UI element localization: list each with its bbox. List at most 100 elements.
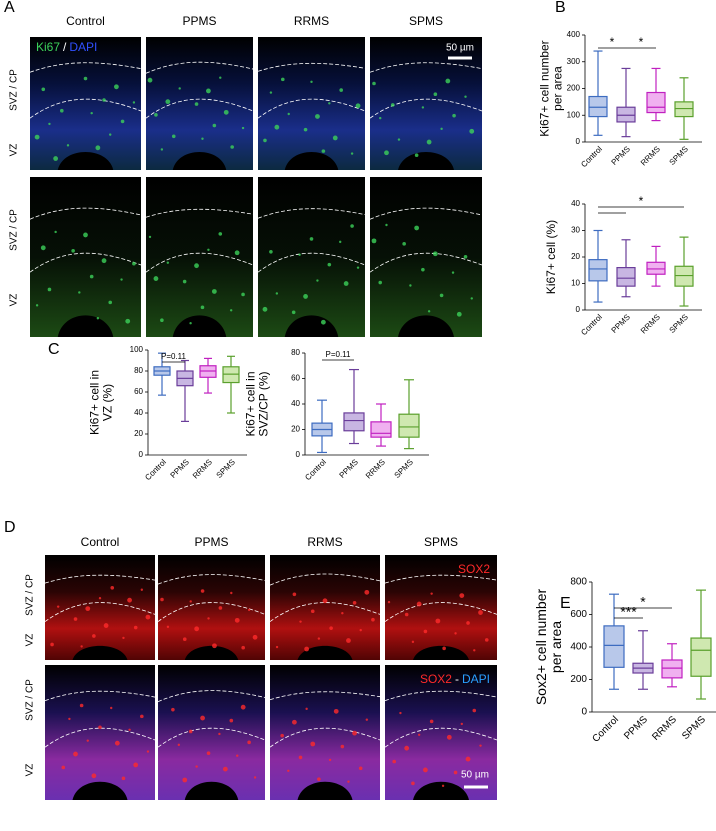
y-tick-label: 20: [134, 429, 143, 438]
cell: [409, 284, 412, 287]
cell: [41, 87, 46, 92]
cell: [73, 617, 78, 621]
cell: [240, 704, 246, 710]
row-label: SVZ / CP: [9, 209, 20, 251]
cell: [108, 300, 113, 305]
micrograph: [146, 37, 253, 170]
cell: [347, 780, 350, 783]
cell: [402, 242, 406, 246]
cell: [189, 600, 192, 603]
y-tick-label: 0: [139, 450, 144, 459]
cell: [350, 224, 354, 228]
boundary: [145, 61, 254, 74]
cell: [110, 586, 115, 590]
significance-label: *: [639, 194, 644, 208]
y-tick-label: 60: [134, 387, 143, 396]
cell: [206, 88, 211, 94]
row-label: VZ: [25, 764, 36, 777]
cell: [414, 153, 419, 158]
cell: [298, 755, 303, 760]
x-tick-label: SPMS: [668, 313, 690, 335]
cell: [109, 133, 112, 136]
stain-part: SOX2: [420, 672, 452, 686]
stain-label: SOX2: [458, 562, 490, 576]
micrograph: [45, 665, 155, 800]
x-tick-label: Control: [579, 312, 604, 337]
x-tick-label: Control: [579, 144, 604, 169]
boundary: [44, 602, 156, 622]
cell: [177, 743, 181, 747]
stain-part: /: [63, 40, 67, 54]
row-label: VZ: [9, 144, 20, 157]
box: [616, 267, 636, 287]
scale-bar-label: 50 µm: [446, 43, 474, 54]
ventricle: [413, 645, 469, 660]
cell: [416, 601, 422, 607]
cell: [459, 593, 465, 599]
cell: [91, 773, 97, 779]
y-tick-label: 30: [571, 226, 580, 235]
box: [646, 261, 666, 275]
cell: [343, 281, 349, 286]
ventricle: [184, 645, 239, 660]
boundary: [369, 62, 483, 73]
cell: [132, 261, 136, 266]
x-tick-label: RRMS: [639, 313, 662, 336]
y-tick-label: 80: [134, 366, 143, 375]
cell: [371, 238, 377, 244]
cell: [194, 102, 199, 106]
cell: [465, 756, 471, 762]
cell: [287, 769, 290, 772]
cell: [404, 745, 410, 751]
cell: [432, 251, 438, 257]
cell: [147, 77, 153, 83]
cell: [451, 271, 455, 274]
y-axis-label: per area: [551, 66, 565, 111]
cell: [304, 646, 310, 652]
micrograph: [270, 665, 380, 800]
cell: [80, 645, 83, 648]
cell: [89, 274, 94, 279]
boundary: [29, 207, 142, 220]
cell: [66, 144, 70, 147]
y-tick-label: 60: [291, 374, 300, 383]
y-tick-label: 400: [567, 30, 581, 39]
boundary: [157, 574, 266, 585]
cell: [310, 609, 315, 614]
y-tick-label: 40: [571, 199, 580, 208]
cell: [182, 637, 187, 642]
cell: [320, 319, 326, 325]
boundary: [157, 690, 266, 703]
x-tick-label: Control: [143, 457, 168, 482]
cell: [445, 78, 451, 84]
ventricle: [297, 781, 353, 800]
cell: [86, 739, 89, 742]
cell: [426, 139, 432, 145]
cell: [127, 597, 132, 603]
cell: [473, 649, 476, 652]
cell: [329, 626, 333, 630]
cell: [365, 718, 369, 721]
y-axis-label: Ki67+ cell in: [244, 371, 258, 436]
y-tick-label: 0: [576, 137, 581, 146]
cell: [145, 614, 151, 620]
cell: [212, 643, 217, 649]
y-tick-label: 0: [296, 450, 301, 459]
cell: [229, 718, 234, 723]
cell: [146, 750, 150, 753]
cell: [252, 634, 258, 640]
cell: [269, 249, 273, 254]
cell: [140, 588, 144, 591]
boundary: [157, 602, 266, 622]
y-tick-label: 400: [570, 642, 587, 653]
ventricle: [57, 315, 114, 337]
boundary: [257, 98, 366, 119]
boundary: [29, 252, 142, 273]
cell: [399, 711, 402, 715]
x-tick-label: RRMS: [639, 145, 662, 168]
cell: [263, 138, 267, 143]
cell: [122, 636, 125, 640]
cell: [358, 766, 363, 771]
cell: [317, 637, 321, 640]
column-header: SPMS: [424, 535, 458, 549]
